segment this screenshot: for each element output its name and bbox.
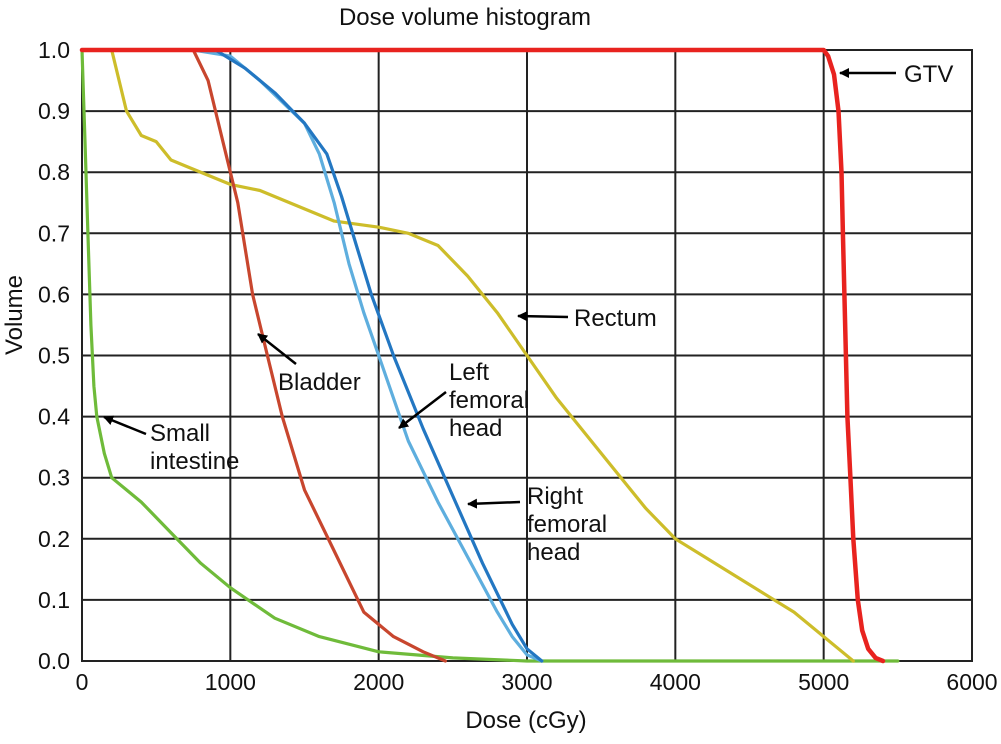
- annotation-gtv: GTV: [904, 61, 953, 88]
- y-tick-label: 0.1: [38, 587, 70, 613]
- annotations: GTV Rectum Bladder Left femoral head Right femo…: [103, 61, 953, 566]
- tick-labels: 0 1000 2000 3000 4000 5000 6000 0.0 0.1 0.2 0.3 0.4…: [38, 37, 998, 695]
- x-tick-label: 4000: [650, 669, 701, 695]
- annotation-bladder: Bladder: [278, 369, 361, 396]
- annotation-right-femoral-head: Right femoral head: [527, 483, 607, 566]
- x-tick-label: 0: [76, 669, 89, 695]
- chart-title: Dose volume histogram: [339, 4, 591, 31]
- y-tick-label: 0.7: [38, 220, 70, 246]
- annotation-arrow: [467, 498, 521, 509]
- annotation-arrow: [103, 415, 147, 436]
- series-line-gtv: [79, 47, 886, 664]
- y-tick-label: 0.8: [38, 159, 70, 185]
- x-axis-label: Dose (cGy): [465, 707, 586, 734]
- y-tick-label: 0.4: [38, 404, 70, 430]
- y-tick-label: 0.5: [38, 343, 70, 369]
- y-tick-label: 0.0: [38, 648, 70, 674]
- x-tick-label: 1000: [205, 669, 256, 695]
- series-line-small-intestine: [80, 48, 900, 663]
- annotation-small-intestine: Small intestine: [150, 420, 239, 475]
- x-tick-label: 5000: [798, 669, 849, 695]
- x-tick-label: 3000: [501, 669, 552, 695]
- y-tick-label: 0.2: [38, 526, 70, 552]
- annotation-arrow: [257, 333, 297, 365]
- series-line-right-femoral-head: [80, 48, 544, 663]
- annotation-arrow: [398, 391, 447, 429]
- series-line-bladder: [80, 48, 447, 663]
- x-tick-label: 6000: [946, 669, 997, 695]
- y-tick-label: 0.6: [38, 281, 70, 307]
- y-tick-label: 1.0: [38, 37, 70, 63]
- series-line-rectum: [80, 48, 855, 663]
- x-tick-label: 2000: [353, 669, 404, 695]
- annotation-arrow: [517, 311, 569, 322]
- series-lines: [79, 47, 900, 664]
- y-tick-label: 0.9: [38, 98, 70, 124]
- y-axis-label: Volume: [1, 275, 28, 355]
- annotation-rectum: Rectum: [574, 305, 657, 332]
- y-tick-label: 0.3: [38, 465, 70, 491]
- annotation-left-femoral-head: Left femoral head: [449, 359, 529, 442]
